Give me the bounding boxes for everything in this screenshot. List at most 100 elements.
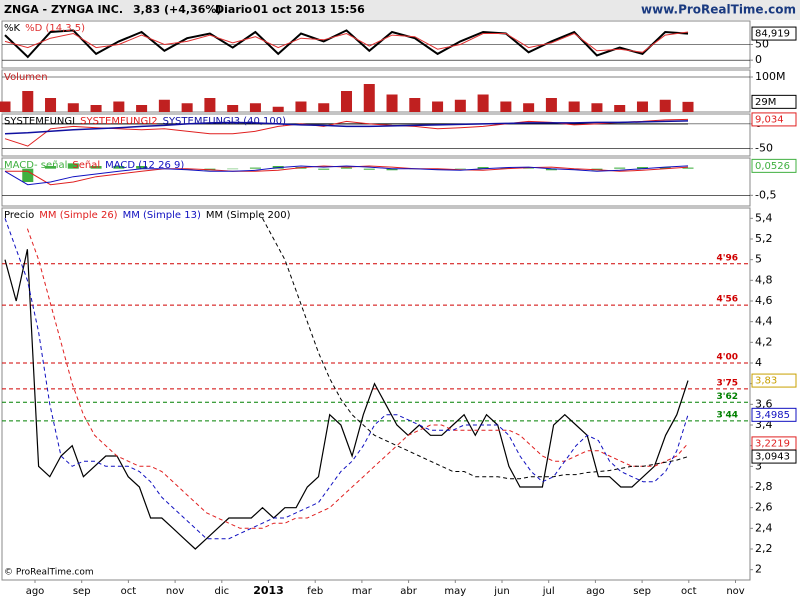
value-box-label: 29M bbox=[755, 97, 776, 108]
y-tick-label: 5 bbox=[755, 253, 762, 266]
series-line bbox=[4, 31, 689, 53]
bar bbox=[158, 99, 170, 112]
value-box-label: 0,0526 bbox=[755, 161, 790, 172]
y-tick-label: 4 bbox=[755, 356, 762, 369]
bar bbox=[409, 98, 421, 112]
value-box-label: 84,919 bbox=[755, 29, 790, 40]
y-tick-label: 5,4 bbox=[755, 211, 773, 224]
bar bbox=[318, 103, 330, 112]
x-tick-label: jul bbox=[542, 586, 555, 597]
legend-entry: %K bbox=[4, 23, 21, 34]
series-line bbox=[4, 165, 689, 186]
x-tick-label: ago bbox=[586, 586, 605, 597]
bar bbox=[659, 167, 671, 169]
bar bbox=[90, 166, 102, 169]
legend-entry: MM (Simple 26) bbox=[39, 210, 117, 221]
bar bbox=[500, 101, 512, 112]
y-tick-label: 4,2 bbox=[755, 335, 773, 348]
x-tick-label: abr bbox=[400, 586, 417, 597]
bar bbox=[227, 105, 239, 112]
value-box bbox=[751, 112, 797, 127]
bar bbox=[636, 167, 648, 169]
bar bbox=[477, 167, 489, 169]
series-line bbox=[5, 165, 689, 186]
panel-frame bbox=[1, 207, 751, 581]
bar bbox=[614, 105, 626, 112]
y-tick-label: 3 bbox=[755, 459, 762, 472]
y-tick-label: 4,8 bbox=[755, 273, 773, 286]
x-tick-label: oct bbox=[121, 586, 137, 597]
legend-entry: Señal bbox=[72, 160, 100, 171]
series-line bbox=[4, 120, 689, 135]
y-tick-label: -0,5 bbox=[755, 188, 776, 201]
date: 01 oct 2013 15:56 bbox=[253, 3, 365, 16]
legend-entry: SYSTEMFUNGI bbox=[4, 116, 75, 127]
y-tick-label: 100M bbox=[755, 70, 786, 83]
value-box-label: 9,034 bbox=[755, 114, 784, 125]
x-tick-label: mar bbox=[352, 586, 373, 597]
bar bbox=[545, 98, 557, 112]
value-box bbox=[751, 94, 797, 109]
bar bbox=[340, 167, 353, 169]
bar bbox=[568, 101, 580, 112]
bar bbox=[682, 167, 694, 169]
bar bbox=[113, 166, 125, 169]
bar bbox=[432, 101, 444, 112]
change: 3,83 (+4,36%) bbox=[133, 3, 221, 16]
copyright: © ProRealTime.com bbox=[4, 568, 94, 578]
bar bbox=[0, 168, 11, 170]
header-bar bbox=[0, 0, 800, 20]
bar bbox=[22, 91, 34, 112]
legend-entry: MACD (12 26 9) bbox=[105, 160, 184, 171]
legend-entry: MM (Simple 13) bbox=[123, 210, 201, 221]
bar bbox=[67, 163, 79, 169]
bar bbox=[614, 167, 626, 169]
level-label: 3'75 bbox=[716, 378, 738, 388]
bar bbox=[249, 103, 261, 112]
level-label: 3'62 bbox=[716, 392, 738, 402]
bar bbox=[249, 167, 261, 169]
y-tick-label: 2,2 bbox=[755, 542, 773, 555]
x-tick-label: jun bbox=[493, 586, 509, 597]
level-label: 4'00 bbox=[716, 353, 738, 363]
series-line bbox=[26, 228, 689, 529]
bar bbox=[659, 99, 671, 112]
x-tick-label: may bbox=[444, 586, 466, 597]
bar bbox=[591, 103, 603, 112]
y-tick-label: 2 bbox=[755, 563, 762, 576]
legend-entry: MM (Simple 200) bbox=[206, 210, 291, 221]
bar bbox=[363, 84, 375, 112]
bar bbox=[318, 168, 330, 170]
x-tick-label: sep bbox=[633, 586, 651, 597]
y-tick-label: 50 bbox=[755, 38, 769, 51]
panel-frame bbox=[1, 113, 751, 157]
bar bbox=[454, 168, 466, 170]
x-tick-label: feb bbox=[307, 586, 323, 597]
value-box-label: 3,2219 bbox=[755, 438, 790, 449]
level-label: 3'44 bbox=[716, 410, 738, 420]
x-tick-label: 2013 bbox=[253, 584, 284, 597]
y-tick-label: -50 bbox=[755, 142, 773, 155]
series-line bbox=[4, 218, 689, 540]
y-tick-label: 2,4 bbox=[755, 521, 773, 534]
level-label: 4'96 bbox=[716, 253, 738, 263]
bar bbox=[181, 103, 193, 112]
value-box bbox=[751, 373, 797, 388]
bar bbox=[340, 91, 353, 112]
bar bbox=[295, 101, 307, 112]
legend-entry: SYSTEMFUNGI3 (40,100) bbox=[163, 116, 287, 127]
y-tick-label: 3,6 bbox=[755, 397, 773, 410]
x-tick-label: dic bbox=[214, 586, 229, 597]
value-box-label: 3,0943 bbox=[755, 452, 790, 463]
bar bbox=[204, 98, 216, 112]
bar bbox=[386, 94, 398, 112]
x-tick-label: sep bbox=[73, 586, 91, 597]
y-tick-label: 0 bbox=[755, 53, 762, 66]
bar bbox=[636, 101, 648, 112]
site[interactable]: www.ProRealTime.com bbox=[641, 3, 796, 17]
series-line bbox=[4, 118, 689, 147]
bar bbox=[454, 99, 466, 112]
period: Diario bbox=[215, 3, 253, 16]
value-box bbox=[751, 449, 797, 464]
